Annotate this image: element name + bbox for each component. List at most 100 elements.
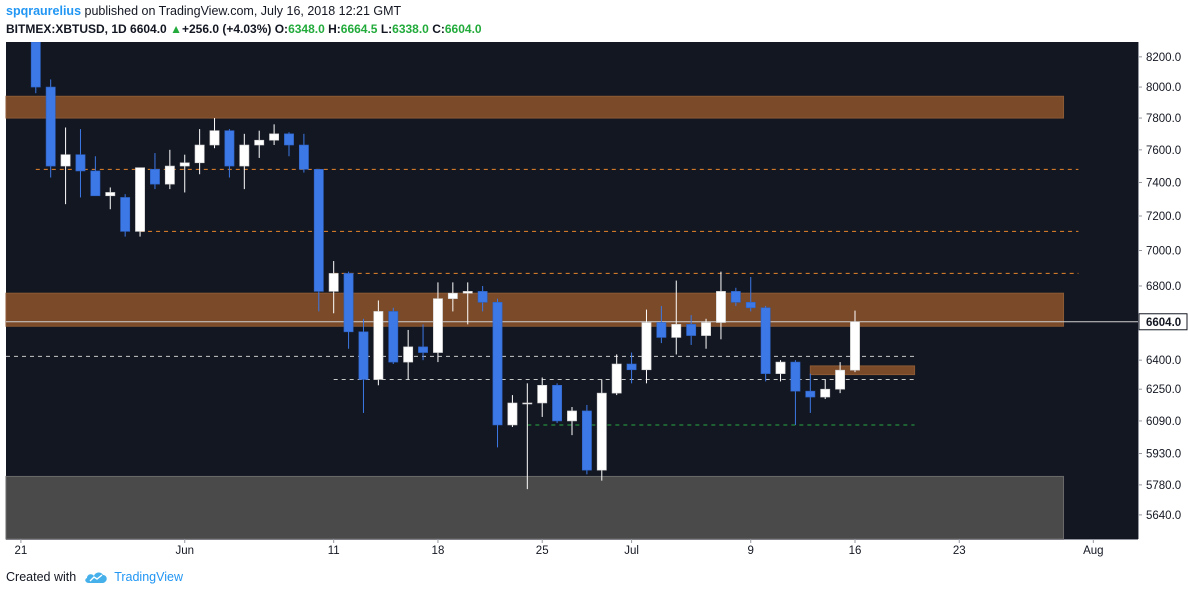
candle-body-2018-05-25[interactable] bbox=[75, 154, 86, 172]
candle-body-2018-07-04[interactable] bbox=[671, 324, 682, 338]
footer: Created with TradingView bbox=[6, 570, 183, 584]
x-tick-label: 11 bbox=[328, 545, 340, 557]
candle-body-2018-06-09[interactable] bbox=[298, 144, 309, 170]
candle-body-2018-06-16[interactable] bbox=[403, 346, 414, 363]
candle-body-2018-06-29[interactable] bbox=[596, 392, 607, 471]
zone-support-3[interactable] bbox=[5, 475, 1065, 540]
candle-body-2018-07-10[interactable] bbox=[760, 307, 771, 374]
candle-body-2018-05-27[interactable] bbox=[105, 192, 116, 197]
x-tick-label: 23 bbox=[953, 545, 966, 557]
tradingview-brand-link[interactable]: TradingView bbox=[114, 570, 183, 584]
candle-body-2018-07-02[interactable] bbox=[641, 322, 652, 371]
y-tick-label: 6090.0 bbox=[1146, 416, 1181, 428]
zone-resistance-0[interactable] bbox=[5, 95, 1065, 119]
open-label: O: bbox=[274, 22, 289, 36]
created-with-text: Created with bbox=[6, 570, 77, 584]
candle-body-2018-07-05[interactable] bbox=[686, 324, 697, 336]
y-tick-label: 7600.0 bbox=[1146, 145, 1181, 157]
last-price: 6604.0 bbox=[130, 22, 167, 36]
candle-body-2018-06-08[interactable] bbox=[284, 133, 294, 146]
candle-body-2018-06-21[interactable] bbox=[477, 291, 488, 303]
x-tick-label: Jun bbox=[175, 545, 194, 557]
tradingview-cloud-icon[interactable] bbox=[84, 570, 108, 584]
zone-support-2[interactable] bbox=[809, 365, 916, 376]
low-value: 6338.0 bbox=[392, 22, 429, 36]
y-tick-label: 8200.0 bbox=[1146, 52, 1181, 64]
zone-resistance-1[interactable] bbox=[5, 292, 1065, 327]
candle-body-2018-05-23[interactable] bbox=[45, 86, 56, 167]
price-chart[interactable]: 8200.0 8000.0 7800.0 7600.0 7400.0 7200.0 7000… bbox=[0, 42, 1188, 562]
y-tick-label: 7200.0 bbox=[1146, 211, 1181, 223]
published-text: published on TradingView.com, July 16, 2… bbox=[84, 4, 402, 18]
x-tick-label: 25 bbox=[536, 545, 549, 557]
candle-body-2018-06-12[interactable] bbox=[343, 273, 354, 333]
close-label: C: bbox=[432, 22, 445, 36]
candle-body-2018-06-28[interactable] bbox=[581, 410, 592, 471]
time-axis[interactable] bbox=[6, 539, 1138, 562]
candle-body-2018-06-24[interactable] bbox=[522, 402, 533, 405]
candle-body-2018-07-06[interactable] bbox=[701, 322, 711, 336]
candle-body-2018-06-26[interactable] bbox=[552, 384, 563, 422]
x-tick-label: 16 bbox=[849, 545, 862, 557]
symbol-label[interactable]: BITMEX:XBTUSD, 1D bbox=[6, 22, 127, 36]
candle-body-2018-06-01[interactable] bbox=[179, 162, 190, 167]
candle-body-2018-07-11[interactable] bbox=[775, 361, 786, 374]
candle-body-2018-06-10[interactable] bbox=[313, 169, 324, 292]
candle-body-2018-07-07[interactable] bbox=[716, 291, 726, 323]
candle-body-2018-06-06[interactable] bbox=[254, 139, 265, 146]
candle-body-2018-05-22[interactable] bbox=[30, 42, 41, 88]
candle-body-2018-05-31[interactable] bbox=[164, 165, 175, 185]
candle-body-2018-06-18[interactable] bbox=[433, 298, 443, 353]
candle-body-2018-05-29[interactable] bbox=[135, 167, 145, 232]
candle-body-2018-07-08[interactable] bbox=[730, 291, 741, 303]
candle-body-2018-07-14[interactable] bbox=[820, 388, 831, 398]
candle-body-2018-07-16[interactable] bbox=[850, 321, 860, 371]
x-tick-label: 9 bbox=[748, 545, 754, 557]
y-tick-label: 6250.0 bbox=[1146, 384, 1181, 396]
candle-body-2018-07-12[interactable] bbox=[790, 361, 801, 392]
author-link[interactable]: spqraurelius bbox=[6, 4, 82, 18]
candle-body-2018-07-01[interactable] bbox=[626, 363, 637, 371]
candle-body-2018-06-30[interactable] bbox=[611, 363, 622, 394]
candle-body-2018-06-27[interactable] bbox=[567, 410, 577, 422]
last-price-tick-label: 6604.0 bbox=[1146, 317, 1181, 329]
candle-body-2018-06-25[interactable] bbox=[537, 384, 548, 404]
candle-body-2018-05-30[interactable] bbox=[150, 169, 160, 185]
candle-body-2018-06-11[interactable] bbox=[328, 273, 339, 292]
x-tick-label: 21 bbox=[14, 545, 27, 557]
candle-body-2018-06-14[interactable] bbox=[373, 311, 384, 380]
candle-body-2018-07-03[interactable] bbox=[656, 322, 667, 338]
candle-body-2018-06-22[interactable] bbox=[492, 301, 503, 426]
candle-body-2018-06-13[interactable] bbox=[358, 331, 369, 380]
candle-body-2018-06-17[interactable] bbox=[418, 346, 428, 353]
high-value: 6664.5 bbox=[340, 22, 378, 36]
y-tick-label: 5780.0 bbox=[1146, 480, 1181, 492]
candle-body-2018-06-02[interactable] bbox=[194, 144, 205, 164]
candle-body-2018-07-15[interactable] bbox=[835, 369, 846, 390]
price-axis[interactable] bbox=[1138, 42, 1188, 562]
candle-body-2018-07-09[interactable] bbox=[745, 301, 756, 309]
last-price-tag bbox=[1138, 313, 1188, 331]
plot-area[interactable] bbox=[6, 42, 1138, 539]
candle-body-2018-07-13[interactable] bbox=[805, 390, 816, 398]
candle-body-2018-06-20[interactable] bbox=[462, 291, 473, 294]
ohlc-legend: BITMEX:XBTUSD, 1D 6604.0 ▲+256.0 (+4.03%… bbox=[6, 21, 1182, 37]
candle-body-2018-06-03[interactable] bbox=[209, 130, 220, 146]
candle-body-2018-05-24[interactable] bbox=[60, 154, 71, 167]
candle-body-2018-06-23[interactable] bbox=[507, 402, 518, 426]
y-tick-label: 6800.0 bbox=[1146, 281, 1181, 293]
candle-body-2018-06-19[interactable] bbox=[447, 292, 458, 299]
open-value: 6348.0 bbox=[288, 22, 325, 36]
candle-body-2018-05-26[interactable] bbox=[90, 170, 101, 197]
y-tick-label: 5930.0 bbox=[1146, 449, 1181, 461]
candle-body-2018-06-04[interactable] bbox=[224, 130, 235, 167]
candle-body-2018-06-15[interactable] bbox=[388, 311, 399, 363]
candle-body-2018-05-28[interactable] bbox=[120, 197, 131, 232]
y-tick-label: 7400.0 bbox=[1146, 177, 1181, 189]
y-tick-label: 7000.0 bbox=[1146, 245, 1181, 257]
candle-body-2018-06-07[interactable] bbox=[269, 133, 280, 141]
high-label: H: bbox=[328, 22, 341, 36]
candle-body-2018-06-05[interactable] bbox=[239, 144, 250, 167]
x-tick-label: Aug bbox=[1083, 545, 1103, 557]
y-tick-label: 5640.0 bbox=[1146, 510, 1181, 522]
